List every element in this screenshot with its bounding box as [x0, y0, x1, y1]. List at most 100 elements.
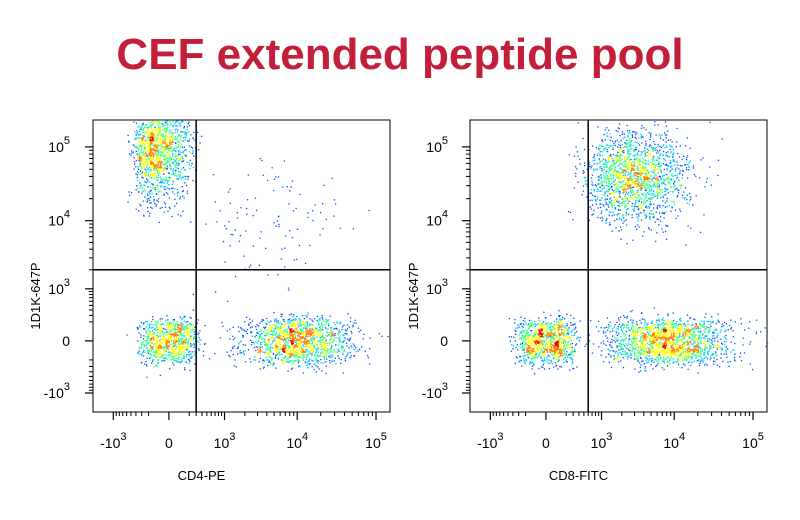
event-point [159, 323, 161, 326]
event-point [294, 336, 297, 338]
event-point [531, 344, 533, 346]
event-point [563, 331, 565, 333]
event-point [256, 324, 258, 326]
event-point [556, 330, 558, 332]
event-point [535, 354, 537, 357]
event-point [172, 140, 174, 142]
event-point [317, 362, 319, 364]
event-point [152, 359, 154, 361]
event-point [321, 355, 323, 357]
event-point [271, 326, 273, 328]
event-point [298, 244, 301, 247]
event-point [156, 339, 158, 341]
event-point [188, 337, 190, 339]
event-point [314, 363, 316, 365]
event-point [521, 332, 523, 335]
event-point [268, 343, 271, 345]
event-point [166, 129, 168, 131]
event-point [160, 156, 162, 158]
event-point [308, 352, 311, 355]
event-point [141, 184, 143, 186]
event-point [174, 327, 176, 329]
event-point [160, 130, 162, 132]
event-point [192, 166, 195, 169]
event-point [523, 331, 525, 333]
event-point [369, 337, 371, 339]
event-point [287, 287, 290, 289]
event-point [269, 351, 272, 353]
event-point [183, 336, 185, 338]
event-point [302, 357, 304, 359]
event-point [277, 340, 280, 342]
event-point [309, 338, 312, 340]
event-point [175, 351, 178, 353]
event-point [546, 332, 549, 334]
event-point [137, 159, 140, 162]
event-point [159, 318, 161, 320]
event-point [150, 128, 152, 130]
event-point [189, 353, 191, 355]
event-point [545, 346, 547, 348]
event-point [186, 329, 188, 331]
event-point [322, 338, 324, 341]
event-point [284, 343, 286, 345]
event-point [179, 171, 181, 173]
event-point [337, 355, 339, 357]
event-point [285, 332, 287, 334]
event-point [166, 163, 168, 165]
event-point [250, 264, 252, 266]
event-point [189, 316, 191, 318]
event-point [154, 202, 156, 205]
event-point [278, 337, 281, 339]
event-point [521, 325, 523, 327]
event-point [152, 153, 154, 155]
event-point [548, 359, 550, 361]
event-point [139, 157, 141, 159]
event-point [527, 345, 530, 347]
event-point [170, 329, 173, 331]
event-point [251, 320, 254, 322]
event-point [350, 345, 352, 348]
event-point [523, 358, 525, 360]
event-point [140, 137, 142, 140]
event-point [171, 161, 174, 164]
event-point [555, 339, 557, 342]
event-point [317, 346, 319, 348]
event-point [325, 349, 327, 352]
event-point [138, 191, 140, 193]
event-point [264, 327, 266, 329]
event-point [551, 350, 554, 352]
event-point [141, 156, 143, 158]
event-point [287, 358, 289, 360]
event-point [137, 154, 139, 157]
event-point [143, 135, 145, 137]
event-point [155, 356, 158, 358]
event-point [528, 333, 530, 336]
event-point [296, 258, 298, 260]
event-point [535, 338, 538, 340]
event-point [285, 328, 287, 330]
event-point [524, 334, 527, 336]
event-point [143, 153, 145, 155]
event-point [147, 133, 149, 136]
event-point [557, 358, 559, 360]
event-point [157, 336, 159, 338]
event-point [150, 337, 152, 340]
event-point [156, 199, 158, 201]
event-point [561, 354, 564, 357]
event-point [145, 170, 147, 172]
event-point [142, 200, 145, 202]
event-point [192, 309, 194, 311]
event-point [538, 334, 540, 336]
event-point [152, 326, 154, 329]
event-point [558, 310, 560, 312]
event-point [531, 343, 533, 345]
event-point [527, 349, 530, 351]
event-point [557, 321, 560, 323]
event-point [165, 350, 167, 352]
event-point [176, 361, 178, 363]
event-point [254, 356, 256, 358]
event-point [166, 183, 169, 185]
event-point [191, 323, 193, 326]
event-point [308, 342, 310, 344]
